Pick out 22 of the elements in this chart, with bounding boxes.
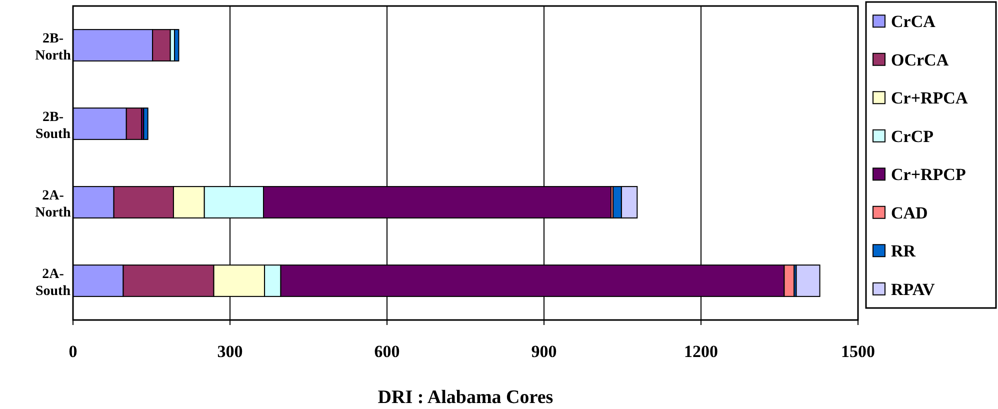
- x-tick-label: 0: [68, 342, 78, 361]
- x-tick-label: 300: [217, 342, 243, 361]
- legend-label: CAD: [891, 203, 928, 222]
- y-tick-label: 2B-South: [35, 110, 71, 142]
- y-tick-label: 2B-North: [35, 31, 72, 64]
- bar: [796, 264, 820, 297]
- y-tick-label: 2A-South: [35, 266, 71, 299]
- legend-label: Cr+RPCP: [891, 165, 966, 184]
- legend-label: RPAV: [891, 280, 936, 299]
- x-tick-label: 600: [374, 342, 400, 361]
- x-tick-label: 1200: [684, 342, 718, 361]
- x-tick-label: 1500: [841, 342, 875, 361]
- legend-label: OCrCA: [891, 50, 950, 70]
- x-axis-title: DRI : Alabama Cores: [378, 387, 554, 408]
- y-tick-label: 2A-North: [35, 188, 72, 220]
- legend-label: RR: [891, 242, 916, 261]
- bar: [143, 108, 148, 140]
- bar: [174, 29, 180, 62]
- x-tick-label: 900: [531, 342, 557, 361]
- legend-label: CrCA: [891, 12, 936, 32]
- legend-label: CrCP: [891, 126, 934, 146]
- legend-label: Cr+RPCA: [891, 88, 968, 108]
